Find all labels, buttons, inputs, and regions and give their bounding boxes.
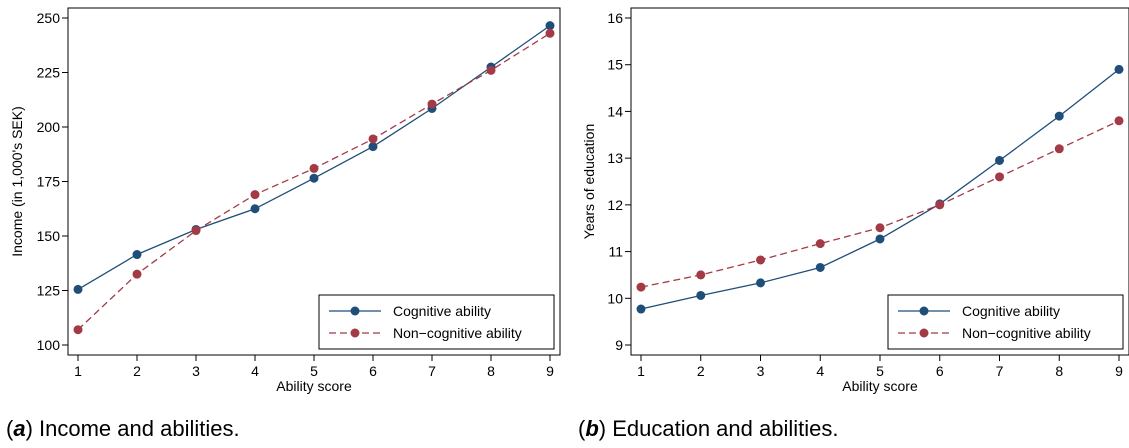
x-axis-title: Ability score: [842, 378, 918, 394]
x-tick-label: 4: [251, 363, 259, 379]
income-chart: 100 125 150 175 200 225 250 1 2 3 4 5 6 7 8 9 Ability sc…: [9, 7, 561, 394]
x-tick-label: 8: [487, 363, 495, 379]
data-point-noncognitive: [995, 172, 1004, 182]
legend-marker: [919, 306, 929, 316]
data-point-noncognitive: [756, 255, 765, 265]
data-point-noncognitive: [73, 325, 83, 335]
x-tick-label: 5: [876, 363, 884, 379]
x-tick-label: 4: [816, 363, 824, 379]
y-tick-label: 150: [37, 228, 61, 244]
y-axis-title: Years of education: [581, 124, 597, 239]
x-tick-label: 8: [1055, 363, 1063, 379]
data-point-noncognitive: [875, 223, 885, 233]
y-tick-label: 250: [37, 10, 61, 26]
x-tick-label: 1: [74, 363, 82, 379]
data-point-cognitive: [995, 155, 1004, 165]
data-point-noncognitive: [636, 282, 646, 292]
y-tick-label: 9: [615, 337, 623, 353]
caption-education: (b) Education and abilities.: [578, 416, 839, 441]
data-point-cognitive: [1114, 64, 1124, 74]
y-tick-label: 200: [37, 119, 61, 135]
y-tick-label: 100: [37, 337, 61, 353]
data-point-cognitive: [636, 304, 646, 314]
legend-label-cognitive: Cognitive ability: [393, 303, 491, 319]
y-tick-label: 11: [608, 244, 623, 260]
data-point-cognitive: [368, 142, 378, 152]
data-point-noncognitive: [1054, 144, 1064, 154]
data-point-noncognitive: [132, 269, 142, 279]
education-chart-panel: 9 10 11 12 13 14 15 16 1 2 3 4 5 6 7 8 9 Ability score Yea…: [564, 0, 1129, 448]
caption-income: (a) Income and abilities.: [6, 416, 240, 441]
x-tick-label: 1: [637, 363, 645, 379]
caption-letter: a: [13, 416, 26, 441]
data-point-cognitive: [309, 173, 319, 183]
legend-marker: [919, 328, 929, 338]
legend-box: [318, 294, 555, 350]
data-point-noncognitive: [191, 226, 201, 236]
data-point-noncognitive: [935, 200, 945, 210]
x-tick-label: 3: [192, 363, 200, 379]
legend-label-noncognitive: Non−cognitive ability: [962, 325, 1091, 341]
data-point-cognitive: [875, 234, 885, 244]
data-point-noncognitive: [696, 270, 706, 280]
caption-text: Education and abilities.: [606, 416, 839, 441]
data-point-cognitive: [132, 250, 142, 260]
legend-marker: [350, 328, 360, 338]
data-point-noncognitive: [545, 28, 555, 38]
data-point-noncognitive: [427, 99, 437, 109]
x-tick-label: 9: [546, 363, 554, 379]
data-point-cognitive: [250, 204, 260, 214]
x-tick-label: 5: [310, 363, 318, 379]
y-tick-label: 13: [607, 150, 623, 166]
data-point-noncognitive: [815, 239, 825, 249]
y-tick-label: 10: [607, 290, 623, 306]
data-point-cognitive: [1054, 111, 1064, 121]
data-point-cognitive: [756, 278, 765, 288]
y-tick-label: 14: [607, 103, 623, 119]
data-point-noncognitive: [250, 190, 260, 200]
data-point-noncognitive: [486, 65, 496, 75]
x-tick-label: 6: [369, 363, 377, 379]
y-tick-label: 175: [37, 174, 61, 190]
data-point-cognitive: [545, 21, 555, 31]
y-tick-label: 15: [607, 57, 623, 73]
y-tick-label: 16: [607, 10, 623, 26]
x-tick-label: 7: [428, 363, 436, 379]
x-tick-label: 3: [757, 363, 765, 379]
y-tick-label: 125: [37, 283, 61, 299]
y-tick-label: 12: [607, 197, 623, 213]
caption-text: Income and abilities.: [32, 416, 240, 441]
legend-label-noncognitive: Non−cognitive ability: [393, 325, 522, 341]
x-tick-label: 6: [936, 363, 944, 379]
x-tick-label: 7: [996, 363, 1004, 379]
income-chart-panel: 100 125 150 175 200 225 250 1 2 3 4 5 6 7 8 9 Ability sc…: [0, 0, 564, 448]
y-axis-title: Income (in 1,000's SEK): [9, 106, 25, 257]
x-tick-label: 2: [133, 363, 141, 379]
caption-letter: b: [585, 416, 599, 441]
legend-box: [887, 294, 1124, 350]
x-tick-label: 9: [1115, 363, 1123, 379]
data-point-noncognitive: [368, 134, 378, 144]
y-tick-label: 225: [37, 65, 61, 81]
x-axis-title: Ability score: [276, 378, 352, 394]
data-point-noncognitive: [309, 163, 319, 173]
x-tick-label: 2: [697, 363, 705, 379]
data-point-noncognitive: [1114, 116, 1124, 126]
data-point-cognitive: [815, 262, 825, 272]
data-point-cognitive: [73, 284, 83, 294]
data-point-cognitive: [696, 290, 706, 300]
legend-label-cognitive: Cognitive ability: [962, 303, 1060, 319]
legend-marker: [350, 306, 360, 316]
